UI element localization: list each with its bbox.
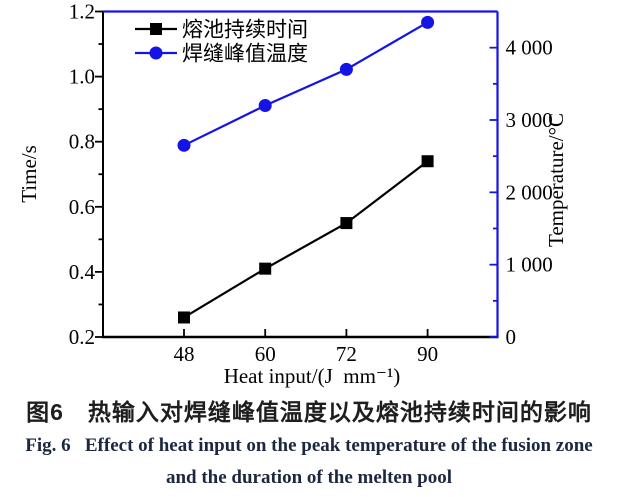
legend-marker-1 [149, 46, 163, 60]
y-right-tick-label: 0 [506, 325, 517, 349]
y-right-tick-label: 1 000 [506, 253, 553, 277]
legend-label-0: 熔池持续时间 [182, 18, 308, 42]
series-marker-1 [339, 62, 353, 76]
chart-canvas: 0.2 0.4 0.6 0.8 1.0 1.2 0 1 000 2 000 3 000 4 000 4… [17, 0, 568, 388]
y-left-axis-title: Time/s [17, 145, 41, 203]
x-axis-title: Heat input/(J mm⁻¹) [224, 364, 401, 388]
y-left-tick-label: 0.2 [69, 325, 95, 349]
x-tick-label: 48 [174, 342, 195, 366]
series-marker-0 [340, 217, 353, 230]
y-left-tick-label: 0.6 [69, 195, 95, 219]
y-left-tick-label: 0.8 [69, 130, 95, 154]
legend-marker-0 [150, 23, 162, 35]
y-left-tick-label: 0.4 [69, 260, 96, 284]
legend-label-1: 焊缝峰值温度 [182, 42, 308, 66]
y-right-axis-title: Temperature/°C [544, 113, 568, 247]
series-marker-1 [258, 99, 272, 113]
caption-zh: 图6 热输入对焊缝峰值温度以及熔池持续时间的影响 [26, 399, 592, 425]
x-tick-label: 90 [417, 342, 438, 366]
y-left-tick-label: 1.0 [69, 65, 95, 89]
caption-en-line1: Fig. 6 Effect of heat input on the peak … [25, 435, 593, 456]
series-line-1 [183, 21, 429, 147]
series-line-0 [183, 160, 429, 319]
series-marker-0 [421, 155, 434, 168]
y-right-tick-label: 2 000 [506, 180, 553, 204]
y-left-tick-label: 1.2 [69, 0, 95, 24]
y-right-tick-label: 4 000 [506, 36, 553, 60]
caption-en-line2: and the duration of the melten pool [165, 467, 453, 488]
series-marker-0 [259, 262, 272, 275]
series-marker-1 [177, 138, 191, 152]
series-marker-1 [421, 15, 435, 29]
x-tick-label: 60 [255, 342, 276, 366]
y-right-tick-label: 3 000 [506, 108, 553, 132]
x-tick-label: 72 [336, 342, 357, 366]
series-marker-0 [178, 311, 190, 324]
